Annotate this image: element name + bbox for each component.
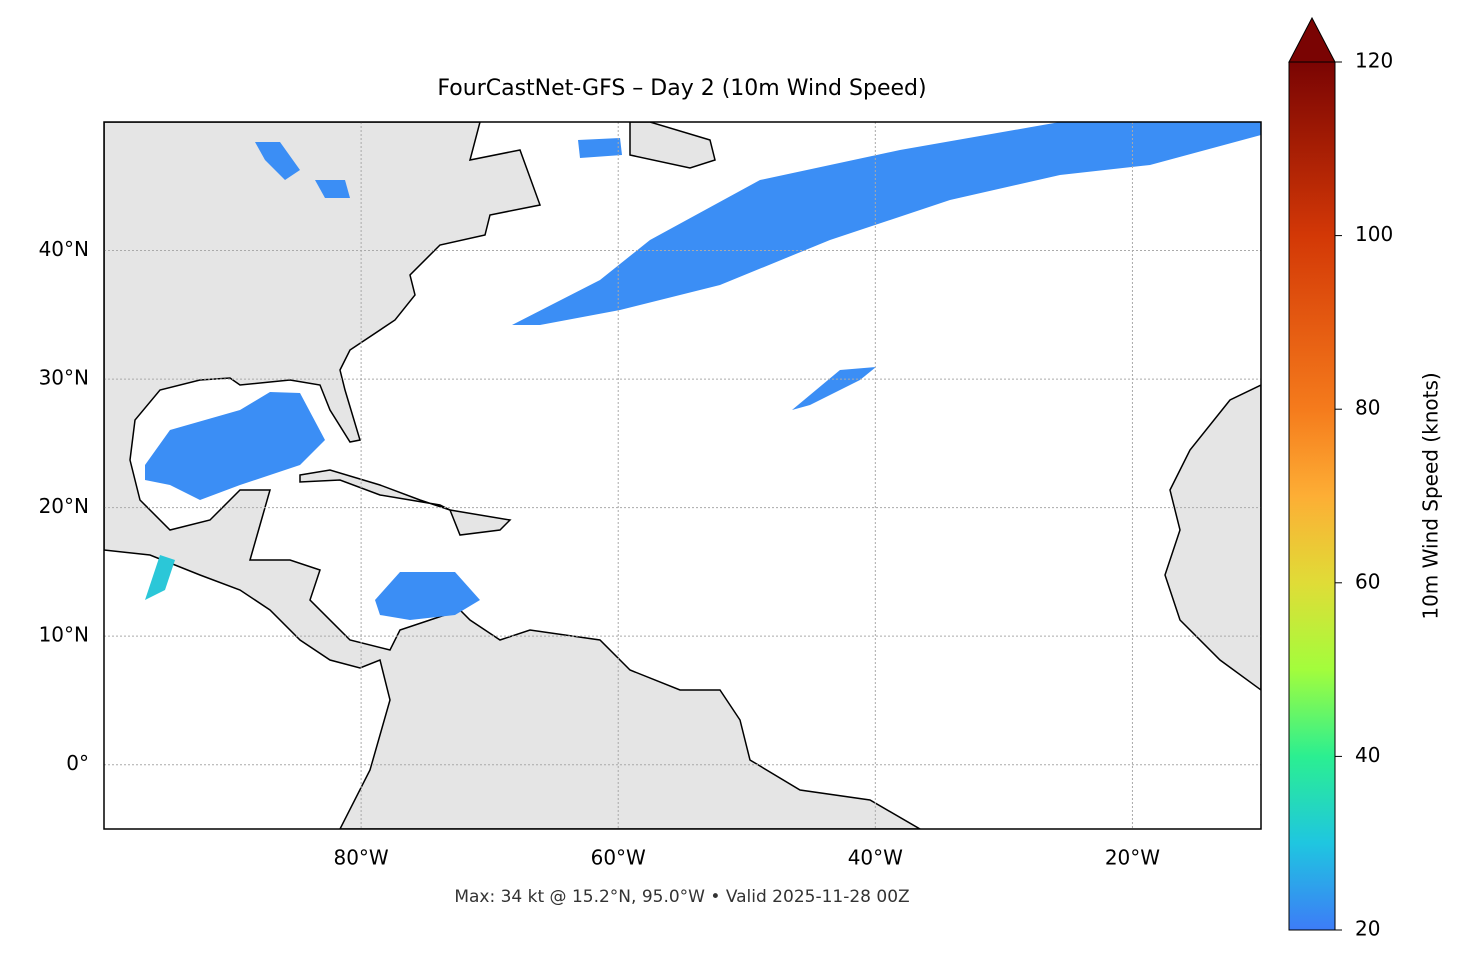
wind-atlantic [512,122,1261,325]
hispaniola [448,509,512,536]
cuba [299,469,451,511]
wind-caribbean [375,572,480,620]
x-tick-label: 20°W [1105,846,1160,870]
chart-title: FourCastNet-GFS – Day 2 (10m Wind Speed) [437,76,926,101]
canada-east [629,122,716,169]
wind-pacific [145,555,175,600]
wind-nova-scotia [578,138,622,158]
y-tick-label: 0° [66,751,89,775]
x-tick-label: 40°W [848,846,903,870]
colorbar-tick-label: 40 [1355,743,1380,767]
colorbar-tick-label: 100 [1355,222,1393,246]
footnote: Max: 34 kt @ 15.2°N, 95.0°W • Valid 2025… [454,887,909,907]
colorbar [1288,61,1336,931]
colorbar-label: 10m Wind Speed (knots) [1419,372,1443,619]
africa [1164,384,1261,691]
y-tick-label: 40°N [39,237,89,261]
wind-gulf [145,392,325,500]
x-tick-label: 80°W [333,846,388,870]
map-frame [103,121,1262,830]
map [104,122,1261,829]
x-tick-label: 60°W [591,846,646,870]
wind-lakes [255,142,300,180]
colorbar-extend [1288,16,1336,63]
y-tick-label: 30°N [39,366,89,390]
wind-atlantic-small [792,367,876,410]
colorbar-tick-label: 80 [1355,396,1380,420]
americas [104,122,922,829]
colorbar-tick-label: 120 [1355,49,1393,73]
colorbar-tick-label: 60 [1355,569,1380,593]
colorbar-tick-label: 20 [1355,917,1380,941]
y-tick-label: 10°N [39,623,89,647]
y-tick-label: 20°N [39,494,89,518]
wind-lakes [315,180,350,198]
